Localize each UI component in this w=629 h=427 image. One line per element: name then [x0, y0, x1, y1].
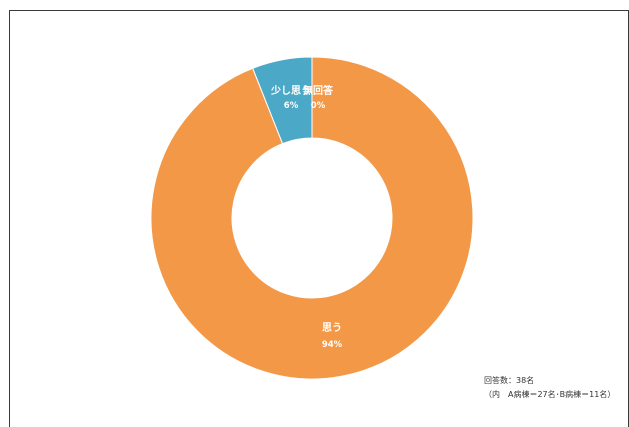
- slice-category-label: 無回答: [303, 84, 334, 97]
- slice-percent-label: 0%: [311, 101, 326, 111]
- slice-percent-label: 94%: [322, 340, 343, 350]
- respondent-count: 回答数：38名: [484, 376, 535, 385]
- donut-slices: [150, 56, 474, 380]
- respondent-breakdown: （内 A病棟＝27名･B病棟＝11名）: [484, 390, 616, 399]
- slice-category-label: 思う: [322, 322, 342, 334]
- slice-1: [252, 56, 313, 145]
- slice-percent-label: 6%: [284, 101, 299, 111]
- slice-category-label: 少し思う: [270, 84, 311, 97]
- respondent-note: 回答数：38名 （内 A病棟＝27名･B病棟＝11名）: [484, 374, 615, 402]
- slice-0: [150, 56, 474, 380]
- slice-labels: 思う 94% 少し思う 6% 無回答 0%: [270, 84, 343, 350]
